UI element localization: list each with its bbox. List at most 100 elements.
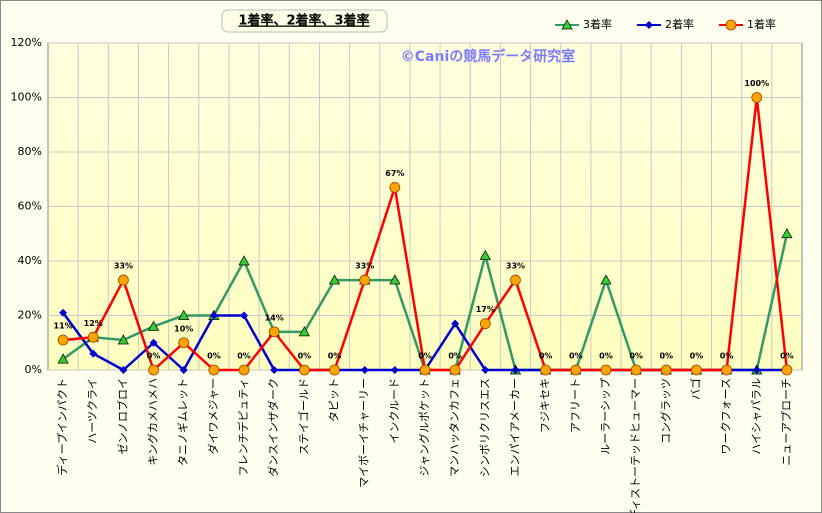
value-label: 0% <box>690 352 704 361</box>
value-label: 100% <box>744 79 769 88</box>
marker-circle <box>570 364 582 376</box>
marker-circle <box>57 334 69 346</box>
marker-diamond <box>119 366 128 374</box>
marker-circle <box>208 364 220 376</box>
marker-circle <box>540 364 552 376</box>
x-tick-label: コングラッツ <box>658 378 672 444</box>
y-tick-label: 0% <box>25 363 42 376</box>
y-tick-label: 20% <box>18 309 42 322</box>
marker-circle <box>600 364 612 376</box>
value-label: 17% <box>476 305 495 314</box>
legend-label: 1着率 <box>747 17 776 31</box>
value-label: 67% <box>385 169 404 178</box>
marker-diamond <box>451 319 460 328</box>
marker-triangle <box>117 334 129 345</box>
marker-circle <box>725 19 737 31</box>
legend-label: 2着率 <box>665 17 694 31</box>
value-label: 12% <box>84 319 103 328</box>
value-label: 0% <box>147 352 161 361</box>
y-tick-label: 80% <box>18 145 42 158</box>
marker-circle <box>268 326 280 338</box>
marker-circle <box>660 364 672 376</box>
marker-diamond <box>645 21 653 29</box>
marker-circle <box>721 364 732 376</box>
title-box <box>221 9 388 33</box>
value-label: 14% <box>265 313 284 322</box>
marker-circle <box>389 182 401 193</box>
marker-diamond <box>481 366 490 374</box>
x-tick-label: ディープインパクト <box>55 378 69 476</box>
value-label: 0% <box>207 352 221 361</box>
marker-circle <box>359 274 371 286</box>
x-tick-label: インクルード <box>388 378 401 444</box>
marker-circle <box>510 274 521 286</box>
watermark: ©Caniの競馬データ研究室 <box>401 48 576 65</box>
x-tick-label: マイボーイチャーリー <box>358 378 371 488</box>
value-label: 33% <box>506 262 525 271</box>
marker-triangle <box>781 228 793 239</box>
marker-triangle <box>328 274 341 285</box>
y-tick-label: 120% <box>11 36 42 49</box>
x-tick-label: ゼンノロブロイ <box>115 378 129 454</box>
x-tick-label: マンハッタンカフェ <box>448 378 461 477</box>
value-label: 10% <box>174 324 193 333</box>
marker-circle <box>479 318 491 330</box>
marker-circle <box>329 364 340 376</box>
marker-diamond <box>270 366 279 374</box>
marker-triangle <box>147 320 160 331</box>
marker-diamond <box>752 366 761 374</box>
x-tick-label: ステイゴールド <box>296 378 310 455</box>
marker-circle <box>691 364 702 376</box>
x-tick-label: バゴ <box>688 378 702 400</box>
value-label: 0% <box>780 352 794 361</box>
y-tick-label: 40% <box>18 254 42 267</box>
x-tick-label: フジキセキ <box>539 378 552 433</box>
value-label: 33% <box>114 262 133 271</box>
marker-circle <box>178 337 190 349</box>
marker-diamond <box>360 366 369 374</box>
value-label: 11% <box>54 322 73 331</box>
value-label: 0% <box>448 352 462 361</box>
marker-diamond <box>209 311 218 320</box>
marker-circle <box>238 364 250 376</box>
marker-diamond <box>240 311 249 320</box>
x-tick-label: ハイシャパラル <box>750 378 763 455</box>
x-tick-label: フレンチデピュティ <box>236 378 250 476</box>
marker-circle <box>751 92 763 103</box>
marker-triangle <box>238 255 250 266</box>
marker-diamond <box>149 338 158 347</box>
marker-diamond <box>390 366 399 374</box>
x-tick-label: キングカメハメハ <box>146 378 160 466</box>
value-label: 0% <box>569 352 583 361</box>
x-tick-label: タピット <box>328 378 341 422</box>
value-label: 0% <box>237 352 251 361</box>
x-tick-label: ルーラーシップ <box>599 378 612 455</box>
x-tick-label: ジャングルポケット <box>417 378 431 476</box>
value-label: 0% <box>328 352 342 361</box>
marker-triangle <box>600 274 612 285</box>
marker-triangle <box>561 19 573 30</box>
marker-circle <box>630 364 642 376</box>
marker-triangle <box>389 274 401 285</box>
marker-diamond <box>179 366 188 374</box>
x-tick-label: タニノギムレット <box>177 378 190 466</box>
marker-circle <box>298 364 310 376</box>
marker-triangle <box>479 249 491 260</box>
x-tick-label: ハーツクライ <box>86 378 99 444</box>
value-label: 0% <box>298 352 312 361</box>
value-label: 0% <box>599 352 613 361</box>
chart-title: 1着率、2着率、3着率 <box>238 13 369 29</box>
marker-circle <box>118 274 129 286</box>
value-label: 0% <box>659 352 673 361</box>
value-label: 0% <box>720 352 734 361</box>
marker-circle <box>419 364 431 376</box>
marker-circle <box>781 364 793 376</box>
x-tick-label: ニューアプローチ <box>780 378 793 466</box>
x-tick-label: ディストーテッドヒューマー <box>628 378 642 513</box>
marker-diamond <box>89 349 98 358</box>
x-tick-label: ダンスインザダーク <box>266 378 280 477</box>
x-tick-label: ワークフォース <box>720 378 733 454</box>
y-tick-label: 60% <box>18 200 42 213</box>
legend-label: 3着率 <box>583 17 612 31</box>
